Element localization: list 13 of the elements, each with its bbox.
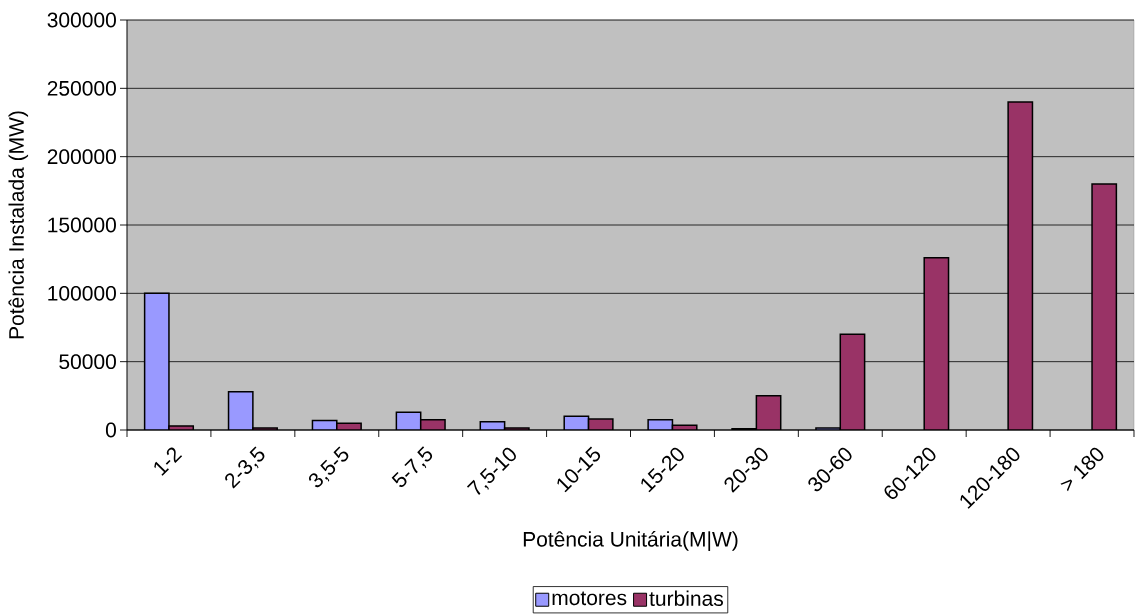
x-tick-label: > 180 [1060, 447, 1104, 492]
legend-label: motores [552, 591, 627, 606]
x-tick-label: 1-2 [154, 447, 183, 476]
y-tick-label: 0 [105, 422, 116, 438]
y-tick-label: 300000 [47, 12, 116, 28]
y-axis-title: Potência Instalada (MW) [8, 111, 29, 339]
x-axis-title: Potência Unitária(M|W) [523, 531, 738, 551]
y-tick-label: 150000 [48, 217, 116, 233]
y-tick-label: 200000 [47, 149, 116, 165]
y-tick-label: 50000 [59, 354, 116, 370]
legend-label: turbinas [649, 590, 723, 606]
y-tick-label: 250000 [47, 80, 116, 96]
y-tick-label: 100000 [48, 285, 116, 301]
